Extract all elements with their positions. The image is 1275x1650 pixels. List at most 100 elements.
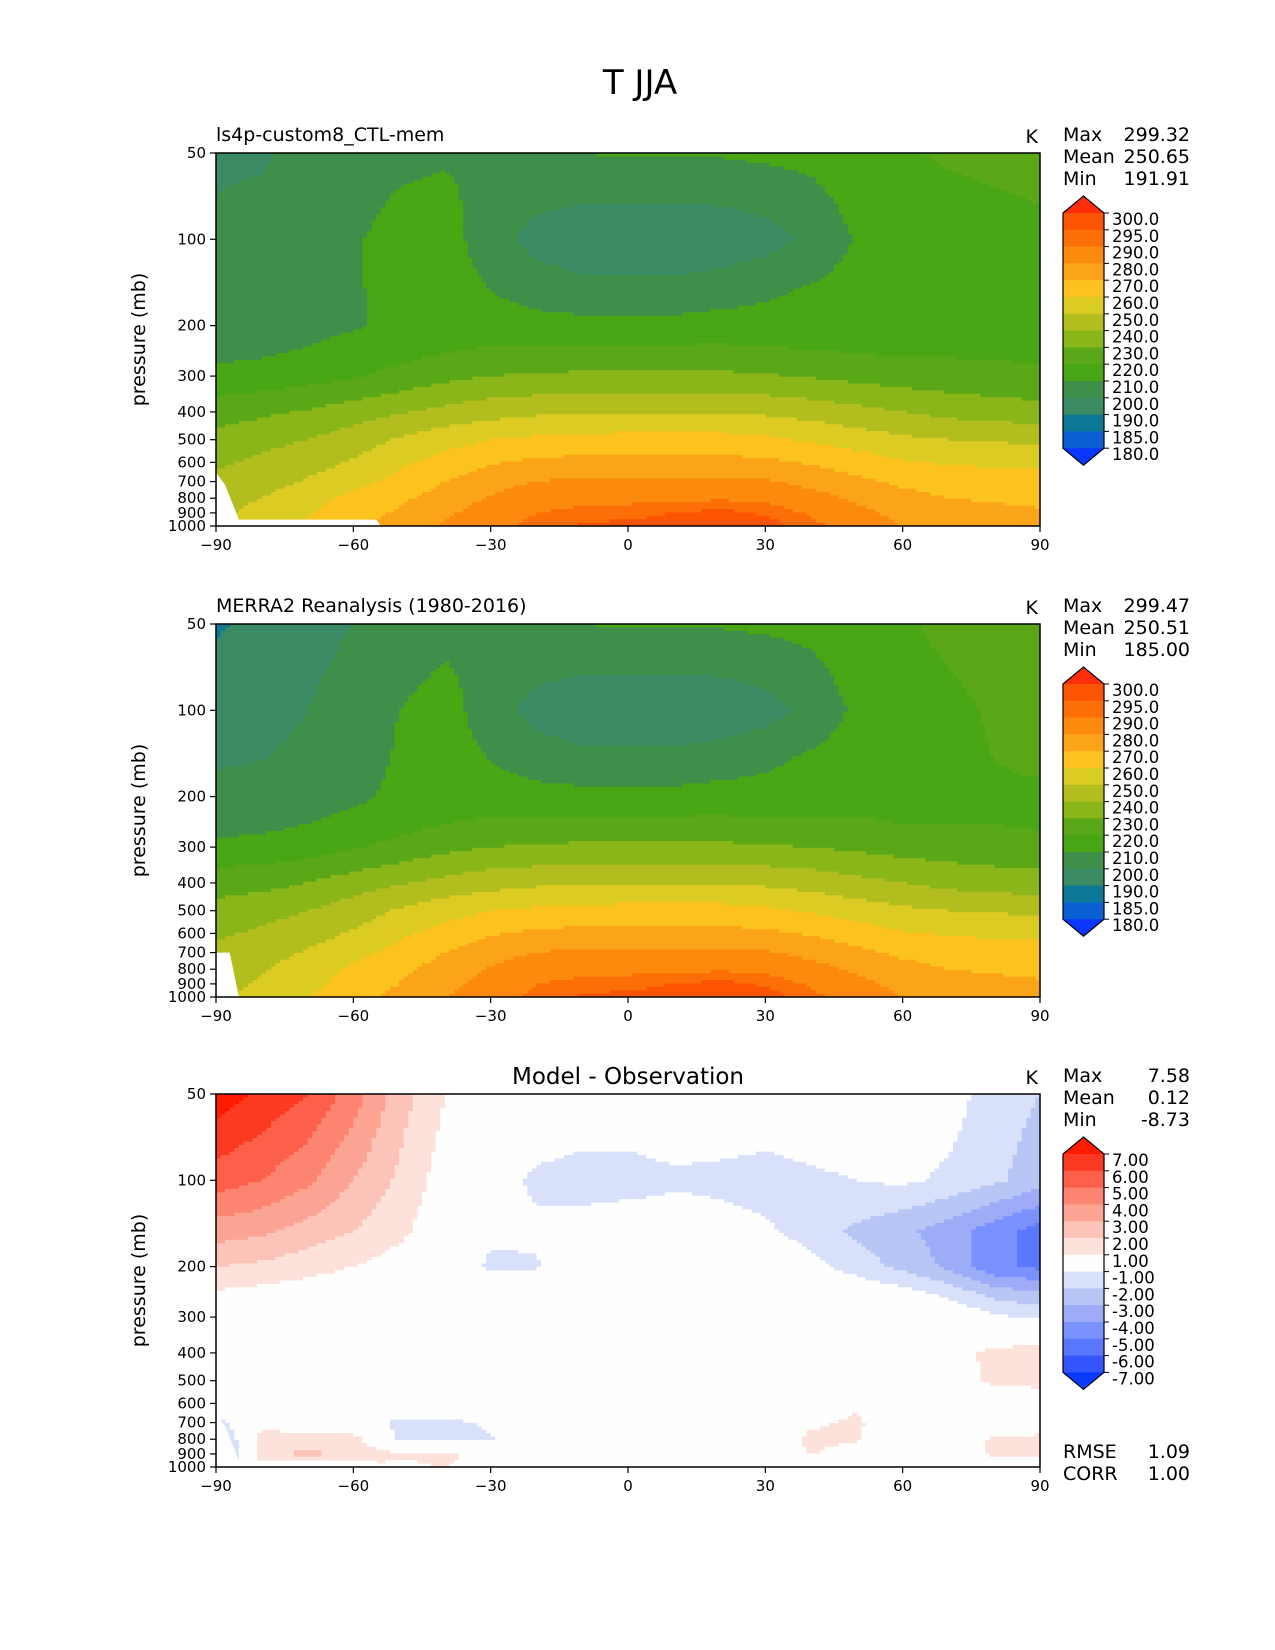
metric-label: CORR bbox=[1063, 1463, 1118, 1485]
y-tick-label: 400 bbox=[177, 874, 206, 892]
y-tick-label: 300 bbox=[177, 1308, 206, 1326]
colorbar-tick-label: 7.00 bbox=[1112, 1151, 1149, 1170]
colorbar-tick-label: 5.00 bbox=[1112, 1185, 1149, 1204]
stat-value: 191.91 bbox=[1124, 168, 1190, 190]
y-tick-label: 700 bbox=[177, 944, 206, 962]
colorbar-cell bbox=[1063, 868, 1104, 887]
colorbar-cell bbox=[1063, 852, 1104, 870]
stat-value: 299.32 bbox=[1124, 124, 1190, 146]
y-tick-label: 900 bbox=[177, 1445, 206, 1463]
x-tick-label: −30 bbox=[475, 1477, 507, 1495]
panel-title: Model - Observation bbox=[512, 1064, 744, 1090]
stat-value: 0.12 bbox=[1148, 1087, 1190, 1109]
colorbar-cell bbox=[1063, 1271, 1104, 1289]
y-tick-label: 800 bbox=[177, 489, 206, 507]
colorbar-cell bbox=[1063, 330, 1104, 348]
colorbar-tick-label: -3.00 bbox=[1112, 1302, 1155, 1321]
y-tick-label: 200 bbox=[177, 1258, 206, 1276]
units-label: K bbox=[1026, 597, 1039, 619]
x-tick-label: −30 bbox=[475, 1007, 507, 1025]
y-tick-label: 200 bbox=[177, 317, 206, 335]
panel-title: MERRA2 Reanalysis (1980-2016) bbox=[216, 595, 527, 617]
colorbar-extend-min bbox=[1063, 919, 1104, 937]
x-tick-label: −60 bbox=[338, 536, 370, 554]
colorbar-extend-max bbox=[1063, 196, 1104, 213]
colorbar-cell bbox=[1063, 246, 1104, 264]
colorbar-cell bbox=[1063, 280, 1104, 298]
figure-title: T JJA bbox=[602, 63, 677, 103]
colorbar-extend-min bbox=[1063, 448, 1104, 466]
y-tick-label: 300 bbox=[177, 367, 206, 385]
y-tick-label: 500 bbox=[177, 1372, 206, 1390]
colorbar-tick-label: 6.00 bbox=[1112, 1168, 1149, 1187]
stats-block: Max 299.47 Mean 250.51 Min 185.00 bbox=[1063, 595, 1190, 661]
topography-mask bbox=[216, 952, 239, 997]
contour-field bbox=[216, 1094, 1040, 1467]
colorbar-cell bbox=[1063, 1305, 1104, 1323]
y-tick-label: 50 bbox=[187, 615, 206, 633]
colorbar-tick-label: 295.0 bbox=[1112, 698, 1159, 717]
colorbar-tick-label: -5.00 bbox=[1112, 1336, 1155, 1355]
units-label: K bbox=[1026, 1067, 1039, 1089]
y-tick-label: 50 bbox=[187, 1085, 206, 1103]
topography-mask bbox=[216, 472, 381, 526]
colorbar-cell bbox=[1063, 1288, 1104, 1306]
colorbar-tick-label: -1.00 bbox=[1112, 1269, 1155, 1288]
stat-value: 185.00 bbox=[1124, 639, 1190, 661]
y-tick-label: 900 bbox=[177, 504, 206, 522]
colorbar-cell bbox=[1063, 835, 1104, 853]
colorbar-tick-label: 280.0 bbox=[1112, 260, 1159, 279]
x-tick-label: −90 bbox=[200, 1477, 232, 1495]
stats-block: Max 299.32 Mean 250.65 Min 191.91 bbox=[1063, 124, 1190, 190]
x-tick-label: 60 bbox=[893, 1477, 912, 1495]
y-tick-label: 700 bbox=[177, 473, 206, 491]
y-tick-label: 700 bbox=[177, 1414, 206, 1432]
colorbar-tick-label: 290.0 bbox=[1112, 715, 1159, 734]
colorbar-tick-label: 1.00 bbox=[1112, 1252, 1149, 1271]
colorbar-tick-label: 210.0 bbox=[1112, 849, 1159, 868]
stat-value: 299.47 bbox=[1124, 595, 1190, 617]
colorbar-tick-label: 260.0 bbox=[1112, 294, 1159, 313]
colorbar: 300.0295.0290.0280.0270.0260.0250.0240.0… bbox=[1062, 666, 1159, 937]
y-tick-label: 100 bbox=[177, 230, 206, 248]
stat-value: 250.51 bbox=[1124, 617, 1190, 639]
stat-value: 7.58 bbox=[1148, 1065, 1190, 1087]
x-tick-label: 30 bbox=[756, 1477, 775, 1495]
colorbar-tick-label: 260.0 bbox=[1112, 765, 1159, 784]
colorbar-cell bbox=[1063, 1338, 1104, 1357]
contour-field bbox=[216, 153, 1040, 526]
colorbar-tick-label: 4.00 bbox=[1112, 1201, 1149, 1220]
stat-label: Max bbox=[1063, 595, 1102, 617]
x-tick-label: −90 bbox=[200, 1007, 232, 1025]
colorbar-tick-label: 2.00 bbox=[1112, 1235, 1149, 1254]
colorbar-tick-label: -2.00 bbox=[1112, 1285, 1155, 1304]
colorbar-cell bbox=[1063, 801, 1104, 819]
colorbar-tick-label: 220.0 bbox=[1112, 832, 1159, 851]
colorbar-cell bbox=[1063, 902, 1104, 920]
x-tick-label: 0 bbox=[623, 1477, 633, 1495]
y-tick-label: 500 bbox=[177, 902, 206, 920]
colorbar-tick-label: 250.0 bbox=[1112, 782, 1159, 801]
colorbar-tick-label: 185.0 bbox=[1112, 428, 1159, 447]
stat-label: Min bbox=[1063, 168, 1097, 190]
x-tick-label: 90 bbox=[1030, 536, 1049, 554]
colorbar-tick-label: 180.0 bbox=[1112, 445, 1159, 464]
colorbar-cell bbox=[1063, 313, 1104, 332]
stat-label: Mean bbox=[1063, 1087, 1115, 1109]
colorbar-tick-label: -4.00 bbox=[1112, 1319, 1155, 1338]
x-axis: −90 −60 −30 0 30 60 90 bbox=[200, 997, 1050, 1025]
colorbar-tick-label: -6.00 bbox=[1112, 1353, 1155, 1372]
colorbar-cell bbox=[1063, 1204, 1104, 1222]
colorbar-cell bbox=[1063, 397, 1104, 416]
colorbar-tick-label: 290.0 bbox=[1112, 244, 1159, 263]
x-tick-label: 30 bbox=[756, 536, 775, 554]
stat-label: Max bbox=[1063, 124, 1102, 146]
metric-value: 1.09 bbox=[1148, 1441, 1190, 1463]
topography-mask bbox=[216, 1413, 381, 1467]
y-tick-label: 200 bbox=[177, 788, 206, 806]
colorbar-cell bbox=[1063, 818, 1104, 836]
colorbar-cell bbox=[1063, 431, 1104, 449]
